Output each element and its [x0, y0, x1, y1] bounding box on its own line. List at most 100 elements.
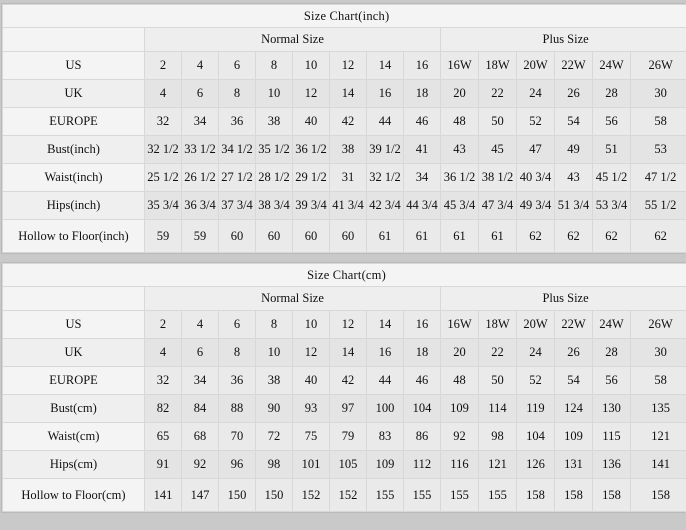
size-chart-cm-block: Size Chart(cm) Normal Size Plus Size US 2 4 6 8… [1, 262, 686, 513]
table-cell: 4 [144, 79, 182, 108]
table-cell: 20 [440, 338, 479, 367]
table-cell: 22W [554, 310, 593, 339]
table-cell: 158 [554, 478, 593, 512]
table-cell: 36 [218, 107, 256, 136]
table-cell: 35 1/2 [255, 135, 293, 164]
table-cell: 34 [181, 107, 219, 136]
table-cell: 24 [516, 79, 555, 108]
table-cell: 56 [592, 107, 631, 136]
table-cell: 42 [329, 107, 367, 136]
table-cell: 37 3/4 [218, 191, 256, 220]
row-label: UK [2, 79, 145, 108]
table-cell: 105 [329, 450, 367, 479]
table-cell: 93 [292, 394, 330, 423]
group-header-blank [2, 27, 145, 52]
table-cell: 60 [292, 219, 330, 253]
table-cell: 150 [218, 478, 256, 512]
group-header-row: Normal Size Plus Size [2, 27, 686, 52]
table-cell: 48 [440, 107, 479, 136]
table-cell: 14 [366, 310, 404, 339]
table-cell: 61 [366, 219, 404, 253]
table-cell: 90 [255, 394, 293, 423]
table-cell: 70 [218, 422, 256, 451]
table-cell: 130 [592, 394, 631, 423]
table-cell: 2 [144, 51, 182, 80]
row-label: Bust(inch) [2, 135, 145, 164]
table-cell: 101 [292, 450, 330, 479]
table-cell: 91 [144, 450, 182, 479]
table-cell: 58 [629, 366, 686, 395]
table-cell: 16 [403, 51, 441, 80]
table-cell: 10 [292, 310, 330, 339]
table-cell: 16 [403, 310, 441, 339]
title-row: Size Chart(inch) [1, 4, 686, 28]
table-cell: 51 3/4 [554, 191, 593, 220]
table-cell: 58 [629, 107, 686, 136]
size-chart-inch-table: Size Chart(inch) Normal Size Plus Size US 2 4… [1, 4, 686, 253]
table-cell: 4 [181, 51, 219, 80]
table-cell: 14 [329, 338, 367, 367]
table-cell: 40 [292, 107, 330, 136]
table-cell: 53 3/4 [592, 191, 631, 220]
row-label: EUROPE [2, 366, 145, 395]
row-label: Hips(inch) [2, 191, 145, 220]
size-chart-inch-block: Size Chart(inch) Normal Size Plus Size US 2 4… [1, 3, 686, 254]
table-cell: 152 [329, 478, 367, 512]
table-row: Hips(inch) 35 3/4 36 3/4 37 3/4 38 3/4 39 3/4… [2, 191, 686, 220]
table-cell: 26 1/2 [181, 163, 219, 192]
row-label: Waist(inch) [2, 163, 145, 192]
table-cell: 8 [218, 338, 256, 367]
table-cell: 62 [554, 219, 593, 253]
table-cell: 6 [218, 310, 256, 339]
table-cell: 65 [144, 422, 182, 451]
table-cell: 12 [292, 338, 330, 367]
table-cell: 46 [403, 366, 441, 395]
table-cell: 24W [592, 310, 631, 339]
table-cell: 32 1/2 [144, 135, 182, 164]
row-label: Hollow to Floor(inch) [2, 219, 145, 253]
table-cell: 26W [629, 310, 686, 339]
row-label: Bust(cm) [2, 394, 145, 423]
table-cell: 112 [403, 450, 441, 479]
table-cell: 38 [255, 107, 293, 136]
table-cell: 61 [440, 219, 479, 253]
row-label: UK [2, 338, 145, 367]
table-cell: 61 [403, 219, 441, 253]
table-row: US 2 4 6 8 10 12 14 16 16W 18W 20W 22W 24W 26W [2, 310, 686, 339]
table-cell: 54 [554, 107, 593, 136]
table-cell: 10 [255, 338, 293, 367]
table-row: Bust(inch) 32 1/2 33 1/2 34 1/2 35 1/2 36 1/2… [2, 135, 686, 164]
chart-title: Size Chart(cm) [1, 263, 686, 287]
table-cell: 44 [366, 107, 404, 136]
table-row: Waist(inch) 25 1/2 26 1/2 27 1/2 28 1/2 29 1/… [2, 163, 686, 192]
table-cell: 36 3/4 [181, 191, 219, 220]
table-cell: 96 [218, 450, 256, 479]
table-cell: 12 [329, 310, 367, 339]
table-cell: 14 [366, 51, 404, 80]
table-cell: 56 [592, 366, 631, 395]
table-cell: 100 [366, 394, 404, 423]
table-cell: 22W [554, 51, 593, 80]
row-label: Hollow to Floor(cm) [2, 478, 145, 512]
group-header-row: Normal Size Plus Size [2, 286, 686, 311]
table-cell: 38 [329, 135, 367, 164]
table-cell: 152 [292, 478, 330, 512]
table-cell: 121 [478, 450, 517, 479]
size-chart-cm-table: Size Chart(cm) Normal Size Plus Size US 2 4 6 8… [1, 263, 686, 512]
table-cell: 52 [516, 366, 555, 395]
table-cell: 155 [440, 478, 479, 512]
table-cell: 6 [181, 338, 219, 367]
table-cell: 109 [554, 422, 593, 451]
table-cell: 27 1/2 [218, 163, 256, 192]
table-cell: 82 [144, 394, 182, 423]
row-label: US [2, 51, 145, 80]
table-cell: 47 [516, 135, 555, 164]
table-cell: 44 3/4 [403, 191, 441, 220]
table-cell: 150 [255, 478, 293, 512]
table-cell: 60 [255, 219, 293, 253]
table-row: EUROPE 32 34 36 38 40 42 44 46 48 50 52 54 56 58 [2, 366, 686, 395]
table-cell: 6 [218, 51, 256, 80]
table-row: Hollow to Floor(inch) 59 59 60 60 60 60 61 61 61 6… [2, 219, 686, 253]
table-cell: 124 [554, 394, 593, 423]
table-cell: 8 [255, 51, 293, 80]
